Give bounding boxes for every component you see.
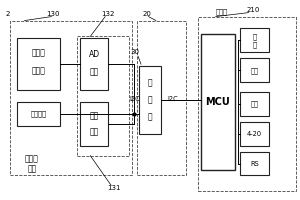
Text: 2: 2	[6, 11, 10, 17]
Bar	[201, 34, 235, 170]
Bar	[17, 102, 60, 126]
Text: 130: 130	[46, 11, 60, 17]
Bar	[240, 122, 269, 146]
Text: 传感: 传感	[250, 101, 259, 107]
Bar	[80, 102, 108, 146]
Bar	[198, 17, 296, 191]
Text: 滤波放: 滤波放	[32, 49, 46, 58]
Text: 芯片: 芯片	[89, 127, 99, 136]
Text: 20: 20	[142, 11, 152, 17]
Text: 存储: 存储	[89, 111, 99, 120]
Text: 131: 131	[107, 185, 121, 191]
Text: 210: 210	[246, 7, 260, 13]
Text: 检测单元: 检测单元	[31, 111, 47, 117]
Bar	[240, 28, 269, 52]
Bar	[139, 66, 161, 134]
Text: 接: 接	[148, 95, 152, 104]
Text: 传感器: 传感器	[25, 154, 39, 163]
Text: 红外: 红外	[250, 67, 259, 74]
Bar	[80, 38, 108, 90]
Text: 单元: 单元	[27, 164, 37, 173]
Text: MCU: MCU	[206, 97, 230, 107]
Bar	[17, 38, 60, 90]
Text: AD: AD	[88, 50, 100, 59]
Text: 探测器: 探测器	[216, 8, 228, 15]
Text: 4-20: 4-20	[247, 131, 262, 137]
Text: 件: 件	[148, 112, 152, 121]
Bar	[240, 58, 269, 82]
Text: I2C: I2C	[130, 96, 140, 102]
Bar	[240, 92, 269, 116]
Text: RS: RS	[250, 161, 259, 167]
Text: 连: 连	[148, 79, 152, 88]
Bar	[77, 36, 129, 156]
Text: I2C: I2C	[167, 96, 178, 102]
Bar	[10, 21, 132, 175]
Bar	[136, 21, 186, 175]
Text: 红
外: 红 外	[253, 33, 256, 48]
Text: 132: 132	[101, 11, 115, 17]
Bar	[240, 152, 269, 175]
Text: 大电路: 大电路	[32, 67, 46, 76]
Text: 30: 30	[130, 49, 140, 55]
Text: 单元: 单元	[89, 68, 99, 77]
